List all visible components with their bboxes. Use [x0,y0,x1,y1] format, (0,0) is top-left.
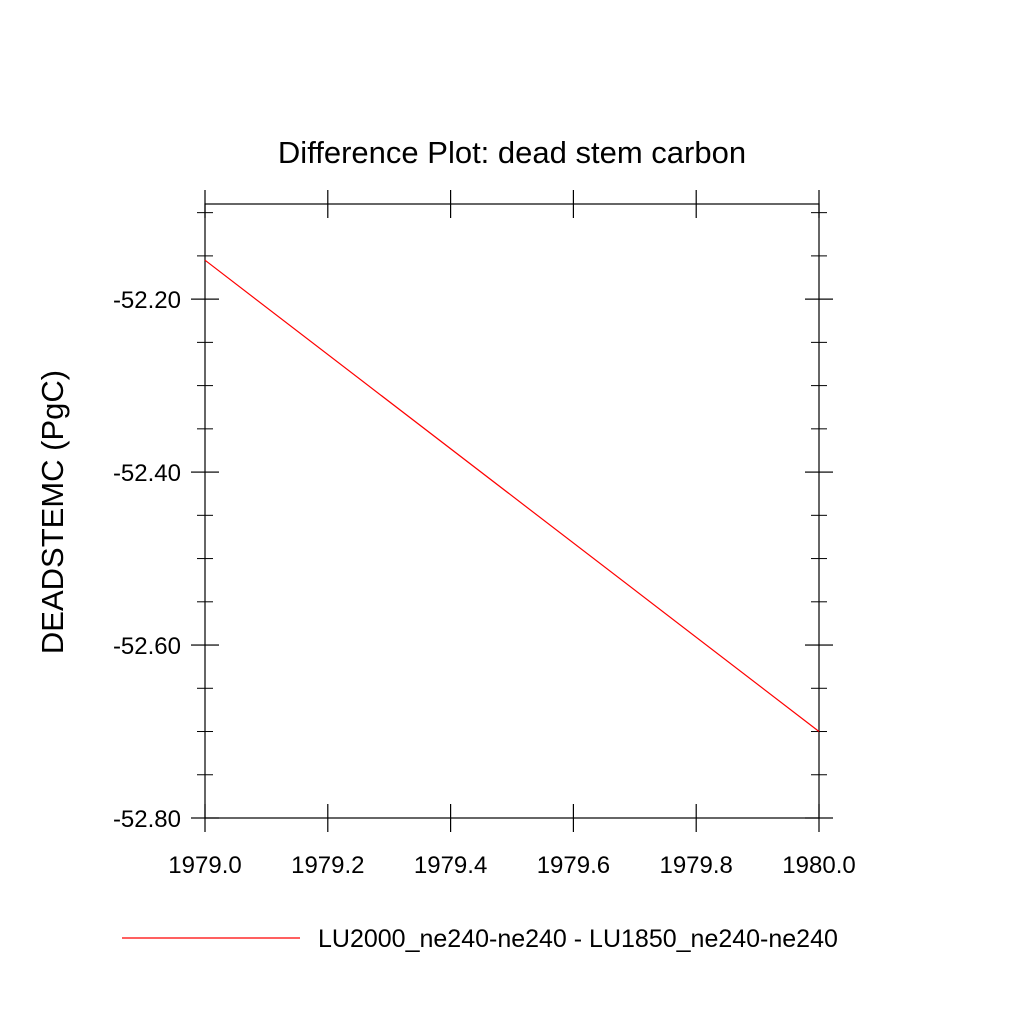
x-tick-label: 1979.8 [659,852,732,879]
x-tick-label: 1979.4 [414,852,487,879]
x-tick-label: 1980.0 [782,852,855,879]
y-tick-label: -52.80 [113,806,181,833]
x-tick-label: 1979.6 [537,852,610,879]
series-line [204,259,820,732]
y-tick-label: -52.20 [113,287,181,314]
x-tick-label: 1979.0 [168,852,241,879]
plot-frame [204,203,820,819]
y-axis-label: DEADSTEMC (PgC) [35,370,70,654]
chart-title: Difference Plot: dead stem carbon [278,135,746,170]
plot-area: 1979.0 1979.2 1979.4 1979.6 1979.8 1980.0 -52.… [113,190,856,879]
legend: LU2000_ne240-ne240 - LU1850_ne240-ne240 [122,925,838,953]
y-tick-label: -52.60 [113,633,181,660]
x-tick-label: 1979.2 [291,852,364,879]
legend-label: LU2000_ne240-ne240 - LU1850_ne240-ne240 [318,925,838,953]
y-tick-label: -52.40 [113,460,181,487]
